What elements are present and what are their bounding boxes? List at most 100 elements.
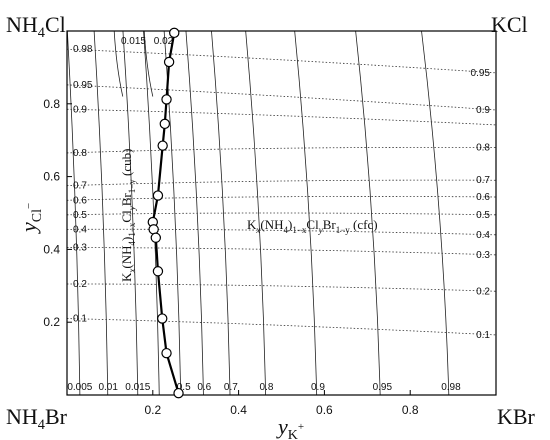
boundary-point [150,232,162,243]
isoline-dotted [66,212,497,216]
isoline-labels: 0.015 0.02 0.005 0.01 0.015 0.5 0.6 0.7 0.8 0.9 0.… [67,36,490,393]
x-axis-label: yK+ [276,414,304,440]
isoline-label-left: 0.5 [73,210,87,221]
isoline-dotted [66,283,497,292]
boundary-point [173,387,184,399]
phase-label-fragment: y [127,206,137,211]
isoline-label-left: 0.4 [73,224,87,235]
isoline-label-bottom: 0.9 [311,382,325,393]
corner-label-bottom-right: KBr [497,404,536,429]
phase-label-fragment: 1−x [292,225,307,235]
isoline-label-bottom: 0.6 [197,382,211,393]
boundary-point [169,27,180,39]
phase-label-fragment: Br [323,217,337,232]
isoline-dotted [66,228,497,236]
isoline-label-bottom: 0.015 [125,382,150,393]
isoline-label-bottom: 0.8 [260,382,274,393]
isoline-label-right: 0.6 [476,192,490,203]
axis-label-main: y [276,414,288,439]
text-fragment: NH [6,12,38,37]
isoline-label-top: 0.02 [154,36,174,47]
isoline-label-right: 0.1 [476,330,490,341]
text-fragment: Br [45,404,68,429]
boundary-point [159,118,171,130]
phase-label-fragment: 1−y [336,225,351,235]
text-fragment: 4 [38,417,45,433]
phase-label-fragment: x [255,225,260,235]
isoline-layer [66,30,497,396]
isoline-label-left: 0.95 [73,80,93,91]
phase-label-fragment: 1−x [127,222,137,237]
corner-label-top-right: KCl [491,12,528,37]
isoline-solid [122,30,139,396]
axis-ticks: 0.2 0.4 0.6 0.8 0.2 0.4 0.6 0.8 [43,97,419,417]
text-fragment: Cl [45,12,66,37]
isoline-label-bottom: 0.95 [373,382,393,393]
isoline-label-right: 0.2 [476,286,490,297]
isoline-label-right: 0.95 [471,68,491,79]
boundary-point [163,56,175,68]
isoline-label-left: 0.1 [73,314,87,325]
isoline-label-left: 0.9 [73,104,87,115]
text-fragment: NH [6,404,38,429]
isoline-label-left: 0.8 [73,148,87,159]
isoline-label-right: 0.4 [476,230,490,241]
corner-top-left-text: NH4Cl [6,12,66,41]
isoline-label-right: 0.9 [476,105,490,116]
isoline-dotted [66,146,497,154]
phase-label-fragment: 1−y [127,179,137,194]
axis-label-sub: K [288,428,298,440]
isoline-label-left: 0.2 [73,279,87,290]
isoline-dotted [66,196,497,201]
y-tick-label: 0.6 [43,170,60,184]
isoline-solid [143,30,160,396]
x-tick-label: 0.8 [402,403,419,417]
corner-label-bottom-left: NH4Br [6,404,68,433]
isoline-label-bottom: 0.7 [224,382,238,393]
isoline-label-left: 0.6 [73,195,87,206]
phase-label-fragment: K [247,217,257,232]
y-tick-label: 0.4 [43,242,60,256]
axis-label-sup: − [23,203,35,209]
corner-label-top-left: NH4Cl [6,12,66,41]
x-tick-label: 0.6 [316,403,333,417]
text-fragment: KCl [491,12,528,37]
phase-label-cubic: Kx(NH4)1−xClyBr1−y (cub) [119,149,137,282]
isoline-solid [211,30,231,396]
isoline-label-bottom: 0.005 [67,382,92,393]
phase-label-fragment: (cub) [119,149,134,180]
isoline-label-bottom: 0.98 [441,382,461,393]
isoline-label-bottom: 0.5 [177,382,191,393]
phase-label-fragment: ) [119,237,134,241]
isoline-solid [245,30,267,396]
isoline-label-right: 0.7 [476,175,490,186]
phase-label-fcc: Kx(NH4)1−xClyBr1−y (cfc) [247,217,378,235]
isoline-label-right: 0.5 [476,210,490,221]
text-fragment: KBr [497,404,536,429]
boundary-point [157,140,168,151]
isoline-label-bottom: 0.01 [98,382,118,393]
phase-label-fragment: (NH [260,217,283,232]
isoline-label-left: 0.3 [73,243,87,254]
isoline-dotted [66,48,497,74]
y-tick-label: 0.8 [43,97,60,111]
isoline-label-right: 0.8 [476,142,490,153]
boundary-point [161,94,172,105]
isoline-dotted [66,108,497,126]
isoline-dotted [66,179,497,187]
phase-label-fragment: Br [119,193,134,207]
boundary-point [152,190,164,201]
phase-label-fragment: (NH [119,246,134,269]
text-fragment: 4 [38,25,45,41]
x-tick-label: 0.2 [144,403,161,417]
phase-label-fragment: y [318,225,323,235]
isoline-solid [421,30,450,396]
phase-label-fragment: x [127,269,137,274]
boundary-point [148,224,159,235]
phase-label-fragment: ) [288,217,292,232]
isoline-dotted [66,84,497,111]
axis-label-sub: Cl [30,209,45,222]
isoline-solid [66,30,81,396]
isoline-label-top: 0.015 [121,36,146,47]
